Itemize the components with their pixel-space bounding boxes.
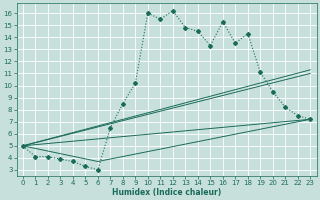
X-axis label: Humidex (Indice chaleur): Humidex (Indice chaleur) (112, 188, 221, 197)
